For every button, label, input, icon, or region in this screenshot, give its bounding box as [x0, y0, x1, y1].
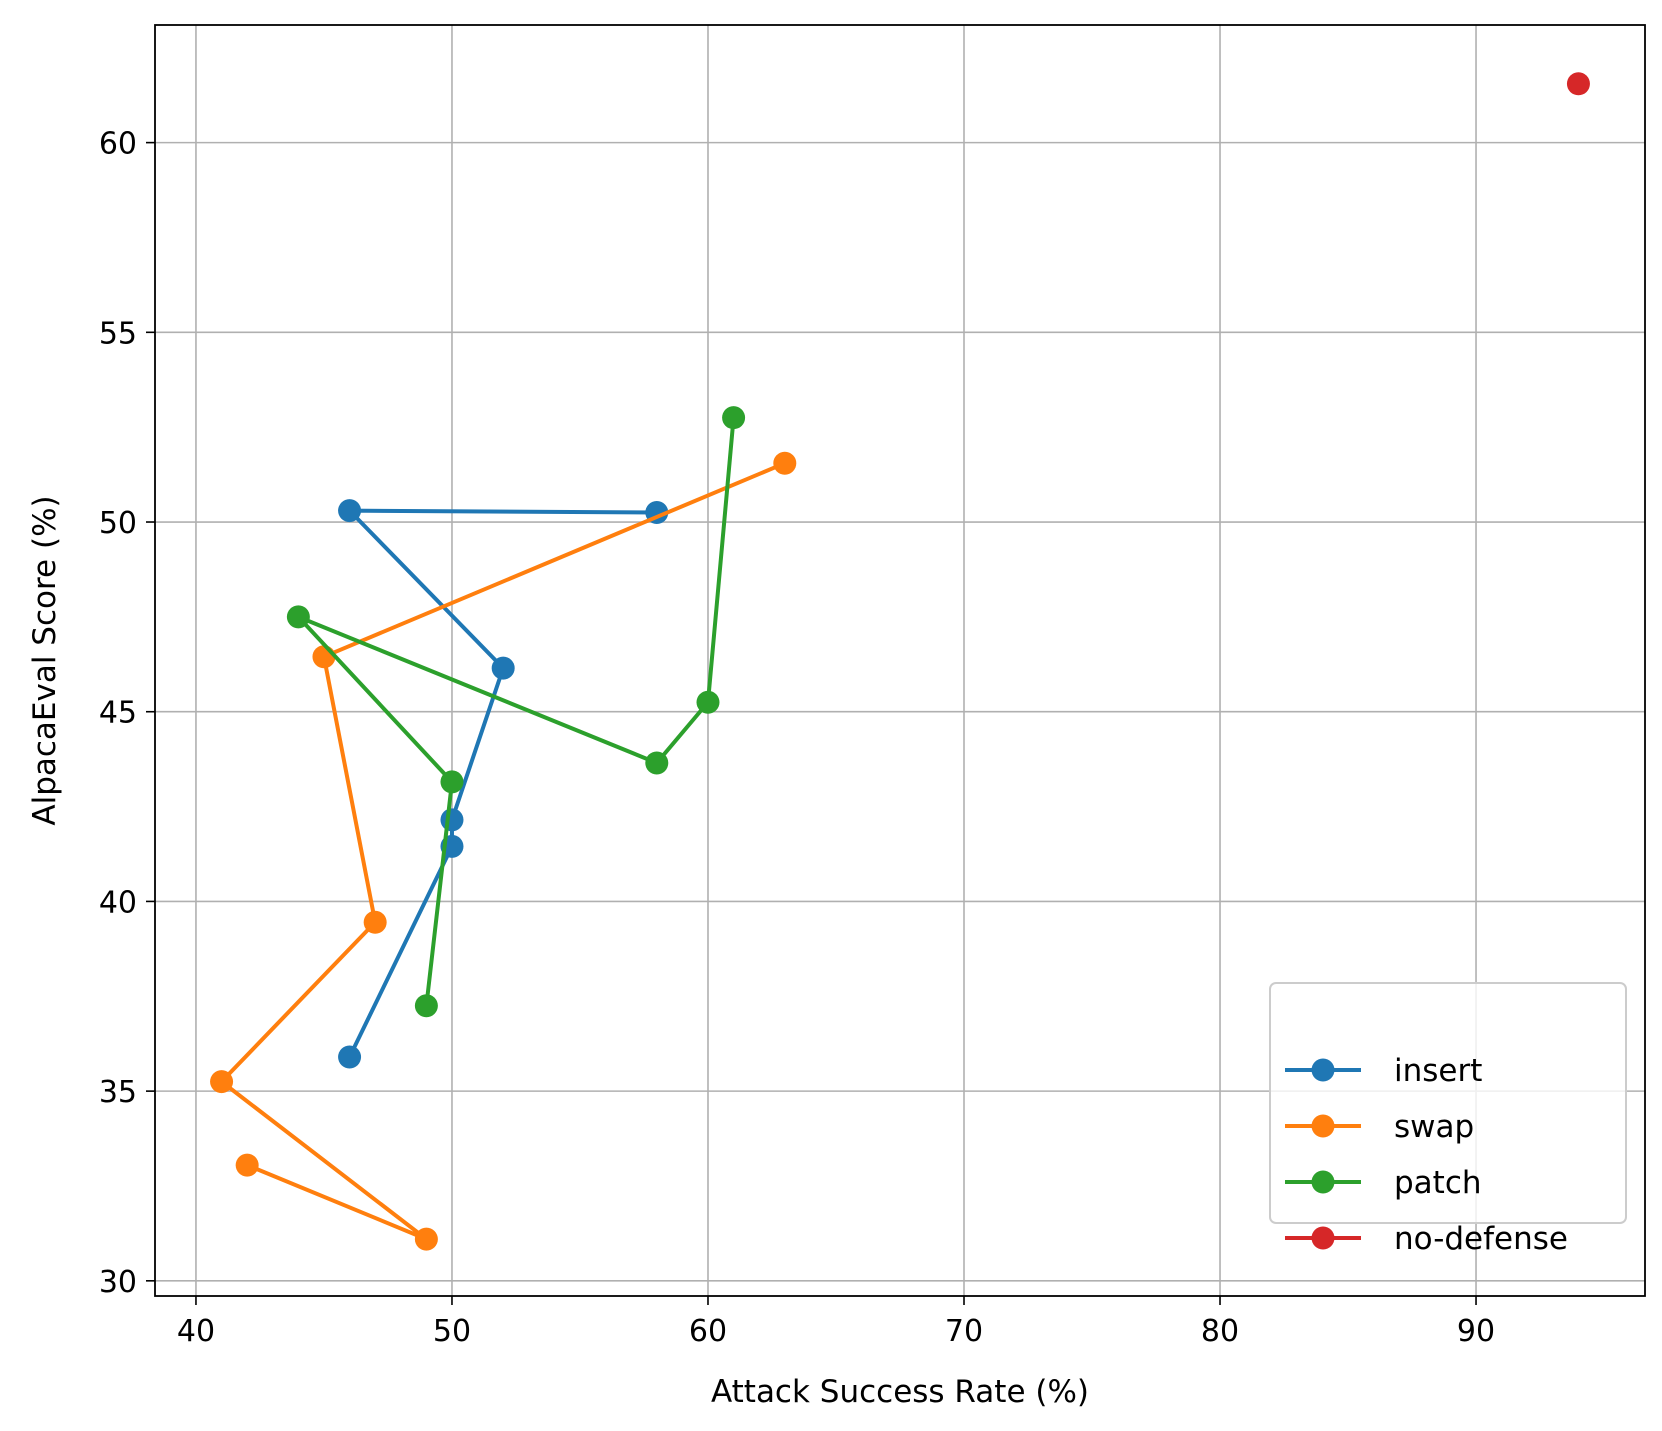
legend: insert swap patch no-defense	[1269, 982, 1627, 1257]
data-point-insert	[338, 1045, 362, 1069]
grid	[155, 25, 1645, 1296]
data-point-insert	[440, 808, 464, 832]
data-point-swap	[363, 910, 387, 934]
legend-marker	[1311, 1058, 1335, 1082]
x-tick-label: 40	[177, 1314, 215, 1349]
x-tick-label: 50	[433, 1314, 471, 1349]
legend-label: insert	[1394, 1053, 1482, 1089]
y-tick-label: 45	[99, 696, 137, 731]
legend-marker	[1311, 1114, 1335, 1138]
x-tick-label: 80	[1201, 1314, 1239, 1349]
data-point-patch	[722, 406, 746, 430]
y-tick-label: 50	[99, 506, 137, 541]
legend-label: patch	[1394, 1165, 1482, 1201]
legend-label: no-defense	[1394, 1221, 1568, 1257]
plot-frame	[154, 24, 1646, 1297]
y-tick-label: 60	[99, 127, 137, 162]
y-tick-label: 30	[99, 1265, 137, 1300]
y-axis: 30 35 40 45 50 55 60	[99, 127, 155, 1300]
data-point-swap	[773, 451, 797, 475]
data-point-swap	[210, 1070, 234, 1094]
series-line-patch	[296, 417, 736, 1006]
series-layer	[210, 72, 1590, 1251]
x-axis: 40 50 60 70 80 90	[177, 1296, 1495, 1349]
legend-box	[1269, 982, 1627, 1224]
data-point-insert	[338, 499, 362, 523]
data-point-swap	[235, 1153, 259, 1177]
data-point-patch	[645, 751, 669, 775]
y-tick-label: 55	[99, 316, 137, 351]
data-point-swap	[312, 645, 336, 669]
legend-item-insert: insert	[1285, 1053, 1482, 1089]
legend-item-no-defense: no-defense	[1285, 1221, 1568, 1257]
legend-label: swap	[1394, 1109, 1474, 1145]
x-tick-label: 60	[689, 1314, 727, 1349]
x-tick-label: 70	[945, 1314, 983, 1349]
series-line-swap	[219, 461, 786, 1242]
data-point-insert	[491, 656, 515, 680]
data-point-patch	[286, 605, 310, 629]
legend-item-patch: patch	[1285, 1165, 1482, 1201]
data-point-no-defense	[1566, 72, 1590, 96]
series-line-insert	[347, 508, 657, 1058]
y-tick-label: 35	[99, 1075, 137, 1110]
data-point-patch	[696, 690, 720, 714]
x-axis-label: Attack Success Rate (%)	[711, 1374, 1089, 1410]
data-point-patch	[414, 994, 438, 1018]
data-point-patch	[440, 770, 464, 794]
y-tick-label: 40	[99, 885, 137, 920]
data-point-swap	[414, 1227, 438, 1251]
x-tick-label: 90	[1457, 1314, 1495, 1349]
series-no-defense	[1566, 72, 1590, 96]
legend-marker	[1311, 1170, 1335, 1194]
legend-marker	[1311, 1226, 1335, 1250]
y-axis-label: AlpacaEval Score (%)	[27, 495, 63, 825]
series-patch	[286, 406, 746, 1018]
legend-item-swap: swap	[1285, 1109, 1474, 1145]
